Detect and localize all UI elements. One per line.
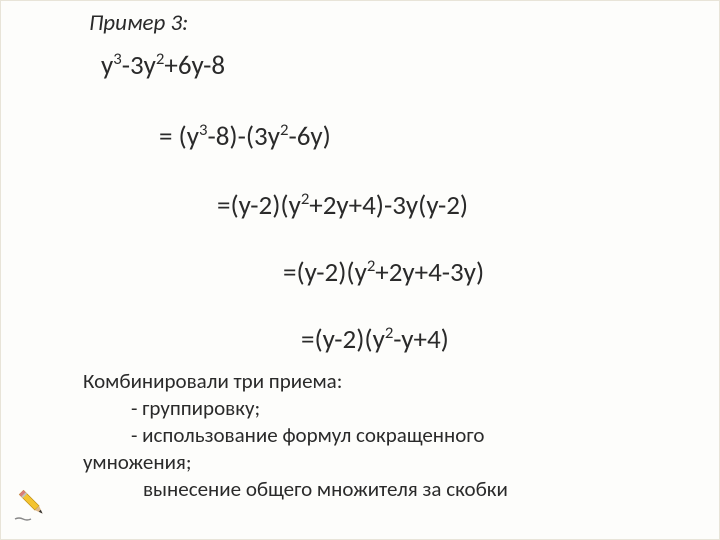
footer-explanation: Комбинировали три приема: - группировку;… — [1, 356, 719, 502]
eq-text: =(y-2)(y — [301, 323, 385, 356]
pencil-icon — [11, 482, 53, 529]
eq-text: -3y — [122, 49, 156, 82]
eq-text: +2y+4)-3y(y-2) — [309, 189, 468, 222]
eq-text: +6y-8 — [164, 49, 225, 82]
eq-text: -6y) — [288, 120, 330, 153]
example-heading: Пример 3: — [1, 1, 719, 37]
footer-intro: Комбинировали три приема: — [83, 368, 719, 395]
equation-line-4: =(y-2)(y2+2y+4-3y) — [1, 222, 719, 289]
footer-item-2-line2: умножения; — [83, 449, 719, 476]
equation-line-5: =(y-2)(y2-y+4) — [1, 289, 719, 356]
footer-item-3: вынесение общего множителя за скобки — [83, 476, 719, 503]
eq-text: -y+4) — [393, 323, 449, 356]
eq-text: =(y-2)(y — [217, 189, 301, 222]
equation-line-1: y3-3y2+6y-8 — [1, 37, 719, 82]
eq-text: -8)-(3y — [207, 120, 280, 153]
eq-text: =(y-2)(y — [283, 256, 367, 289]
equation-line-3: =(y-2)(y2+2y+4)-3y(y-2) — [1, 153, 719, 222]
eq-text: = (y — [159, 120, 199, 153]
eq-text: y — [101, 49, 113, 82]
equation-line-2: = (y3-8)-(3y2-6y) — [1, 82, 719, 153]
footer-item-1: - группировку; — [83, 395, 719, 422]
footer-item-2-line1: - использование формул сокращенного — [83, 422, 719, 449]
eq-sup: 3 — [113, 49, 121, 69]
eq-text: +2y+4-3y) — [375, 256, 484, 289]
